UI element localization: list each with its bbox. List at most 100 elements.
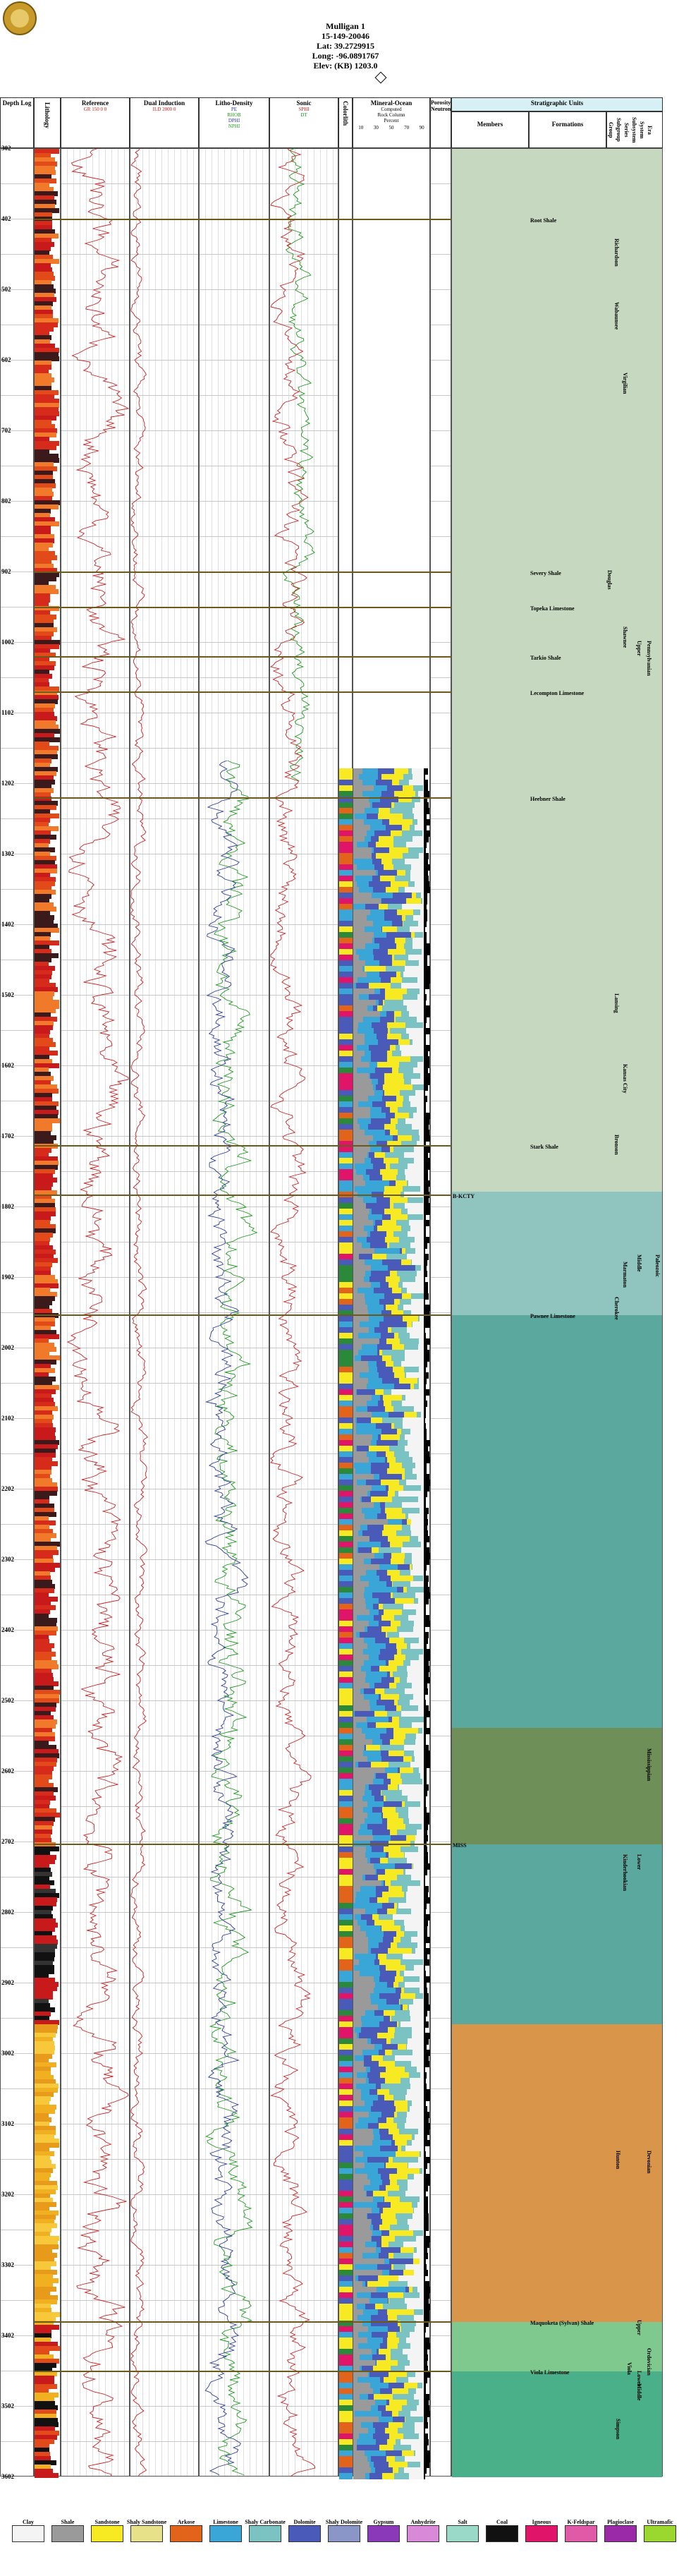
mineral-segment bbox=[357, 2275, 379, 2282]
mineral-segment bbox=[413, 2270, 424, 2276]
lithology-band bbox=[35, 1576, 51, 1580]
lithology-band bbox=[35, 1017, 57, 1022]
mineral-segment bbox=[421, 1265, 424, 1271]
mineral-segment bbox=[396, 1643, 408, 1650]
mineral-segment bbox=[353, 1079, 372, 1085]
mineral-segment bbox=[360, 1355, 382, 1362]
mineral-row bbox=[353, 1226, 424, 1232]
mineral-segment bbox=[353, 2247, 377, 2254]
lithology-band bbox=[35, 2033, 56, 2038]
colorlith-band bbox=[339, 1626, 353, 1633]
mineral-segment bbox=[355, 1762, 359, 1768]
mineral-segment bbox=[407, 1163, 424, 1170]
lithology-band bbox=[35, 653, 56, 658]
mineral-segment bbox=[387, 1671, 390, 1678]
mineral-segment bbox=[398, 1564, 410, 1571]
mineral-segment bbox=[353, 2275, 355, 2282]
mineral-segment bbox=[360, 1496, 362, 1503]
mineral-segment bbox=[405, 2095, 424, 2101]
mineral-segment bbox=[353, 1513, 365, 1520]
mineral-segment bbox=[398, 1130, 420, 1136]
lithology-band bbox=[35, 1216, 51, 1221]
porosity-bar bbox=[424, 2146, 426, 2152]
lithology-band bbox=[35, 2465, 51, 2469]
colorlith-band bbox=[339, 1502, 353, 1508]
mineral-segment bbox=[360, 1925, 381, 1932]
mineral-segment bbox=[417, 1705, 424, 1712]
lithology-band bbox=[35, 1901, 57, 1906]
mineral-segment bbox=[353, 921, 374, 927]
lithology-band bbox=[35, 2016, 49, 2021]
mineral-segment bbox=[405, 1869, 424, 1875]
mineral-segment bbox=[381, 2219, 398, 2225]
mineral-row bbox=[353, 1728, 424, 1734]
lithology-band bbox=[35, 2261, 57, 2266]
mineral-segment bbox=[393, 864, 412, 871]
mineral-segment bbox=[378, 1079, 385, 1085]
mineral-segment bbox=[407, 2106, 410, 2112]
mineral-segment bbox=[405, 1801, 421, 1808]
mineral-segment bbox=[353, 1739, 372, 1746]
mineral-segment bbox=[418, 1638, 424, 1644]
mineral-segment bbox=[353, 2417, 379, 2423]
mineral-row bbox=[353, 1310, 424, 1317]
mineral-segment bbox=[388, 2332, 397, 2338]
mineral-segment bbox=[382, 1417, 403, 1424]
mineral-row bbox=[353, 1756, 424, 1762]
mineral-segment bbox=[415, 2236, 424, 2242]
mineral-segment bbox=[420, 909, 424, 916]
mineral-segment bbox=[417, 2129, 424, 2135]
mineral-segment bbox=[420, 1186, 424, 1192]
mineral-segment bbox=[401, 1502, 424, 1508]
mineral-segment bbox=[408, 2287, 412, 2293]
mineral-segment bbox=[402, 1395, 405, 1401]
mineral-segment bbox=[381, 2270, 389, 2276]
mineral-segment bbox=[417, 1412, 421, 1418]
colorlith-band bbox=[339, 1547, 353, 1554]
porosity-bar bbox=[424, 1903, 427, 1909]
porosity-bar bbox=[424, 1976, 431, 1983]
mineral-segment bbox=[362, 1197, 377, 1204]
colorlith-band bbox=[339, 2422, 353, 2429]
mineral-segment bbox=[368, 1141, 377, 1147]
legend-label: Shaly Sandstone bbox=[126, 2519, 167, 2525]
mineral-segment bbox=[353, 1937, 369, 1943]
lithology-band bbox=[35, 593, 51, 598]
mineral-segment bbox=[353, 1971, 360, 1977]
mineral-segment bbox=[374, 1028, 388, 1034]
lithology-band bbox=[35, 276, 55, 281]
porosity-bar bbox=[424, 994, 427, 1000]
colorlith-band bbox=[339, 1384, 353, 1390]
mineral-segment bbox=[353, 2292, 357, 2299]
mineral-row bbox=[353, 1378, 424, 1384]
colorlith-band bbox=[339, 1587, 353, 1593]
mineral-segment bbox=[390, 1739, 404, 1746]
mineral-row bbox=[353, 2151, 424, 2158]
mineral-segment bbox=[353, 1254, 359, 1260]
mineral-row bbox=[353, 2422, 424, 2429]
lithology-band bbox=[35, 390, 59, 395]
colorlith-band bbox=[339, 1632, 353, 1638]
porosity-bar bbox=[424, 1818, 429, 1825]
lithology-band bbox=[35, 1097, 52, 1102]
mineral-segment bbox=[367, 1756, 382, 1762]
mineral-row bbox=[353, 791, 424, 797]
colorlith-band bbox=[339, 2383, 353, 2389]
mineral-segment bbox=[353, 1220, 374, 1226]
depth-label: 1502 bbox=[1, 991, 14, 998]
mineral-segment bbox=[389, 2298, 405, 2304]
mineral-segment bbox=[353, 1463, 355, 1469]
mineral-segment bbox=[391, 1327, 408, 1334]
mineral-segment bbox=[396, 1530, 411, 1537]
mineral-segment bbox=[408, 1615, 424, 1621]
mineral-segment bbox=[353, 847, 372, 854]
colorlith-band bbox=[339, 2247, 353, 2254]
mineral-segment bbox=[378, 2004, 400, 2011]
mineral-segment bbox=[357, 1830, 373, 1836]
mineral-segment bbox=[401, 1519, 407, 1525]
colorlith-band bbox=[339, 1971, 353, 1977]
mineral-row bbox=[353, 2225, 424, 2231]
colorlith-band bbox=[339, 938, 353, 944]
lithology-band bbox=[35, 1927, 55, 1932]
legend-swatch bbox=[249, 2525, 281, 2542]
